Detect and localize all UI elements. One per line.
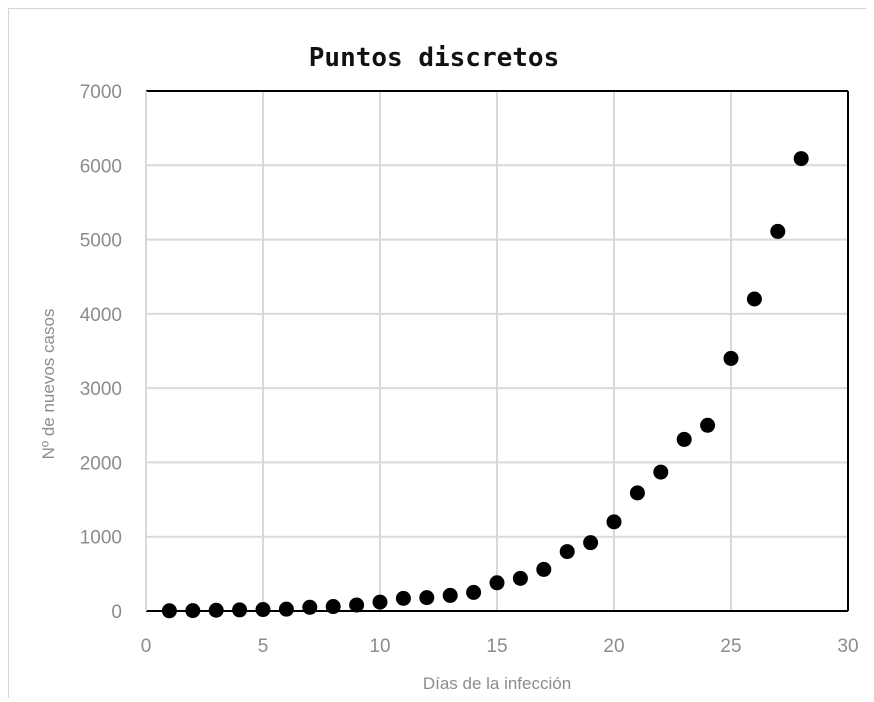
- x-tick-label: 5: [258, 636, 269, 657]
- data-point: [442, 587, 458, 603]
- data-point: [255, 602, 271, 618]
- data-points: [161, 151, 809, 619]
- data-point: [232, 602, 248, 618]
- data-point: [302, 599, 318, 615]
- data-point: [700, 417, 716, 433]
- chart-title: Puntos discretos: [309, 43, 559, 73]
- x-axis-title: Días de la infección: [423, 674, 571, 693]
- x-tick-label: 15: [486, 636, 507, 657]
- x-tick-label: 30: [837, 636, 858, 657]
- data-point: [629, 485, 645, 501]
- y-tick-label: 0: [111, 602, 122, 623]
- data-point: [161, 603, 177, 619]
- x-tick-label: 10: [369, 636, 390, 657]
- data-point: [325, 599, 341, 615]
- data-point: [559, 544, 575, 560]
- data-point: [466, 584, 482, 600]
- data-point: [185, 603, 201, 619]
- y-tick-label: 7000: [80, 82, 122, 103]
- data-point: [489, 575, 505, 591]
- y-tick-label: 6000: [80, 156, 122, 177]
- data-point: [395, 590, 411, 606]
- data-point: [349, 597, 365, 613]
- data-point: [746, 291, 762, 307]
- data-point: [583, 535, 599, 551]
- data-point: [536, 561, 552, 577]
- y-tick-label: 1000: [80, 528, 122, 549]
- x-tick-label: 25: [720, 636, 741, 657]
- data-point: [723, 350, 739, 366]
- y-tick-labels: 0 1000 2000 3000 4000 5000 6000 7000: [80, 82, 122, 623]
- x-tick-labels: 0 5 10 15 20 25 30: [141, 636, 859, 657]
- y-tick-label: 4000: [80, 305, 122, 326]
- data-point: [208, 602, 224, 618]
- y-axis-title: Nº de nuevos casos: [39, 309, 58, 460]
- x-tick-label: 20: [603, 636, 624, 657]
- data-point: [278, 601, 294, 617]
- chart-frame: [8, 8, 866, 698]
- y-tick-label: 2000: [80, 453, 122, 474]
- y-tick-label: 5000: [80, 231, 122, 252]
- data-point: [512, 570, 528, 586]
- y-tick-label: 3000: [80, 379, 122, 400]
- data-point: [653, 464, 669, 480]
- data-point: [793, 151, 809, 167]
- x-tick-label: 0: [141, 636, 152, 657]
- grid-lines: [146, 91, 848, 611]
- data-point: [419, 590, 435, 606]
- data-point: [372, 594, 388, 610]
- data-point: [770, 223, 786, 239]
- data-point: [676, 431, 692, 447]
- data-point: [606, 514, 622, 530]
